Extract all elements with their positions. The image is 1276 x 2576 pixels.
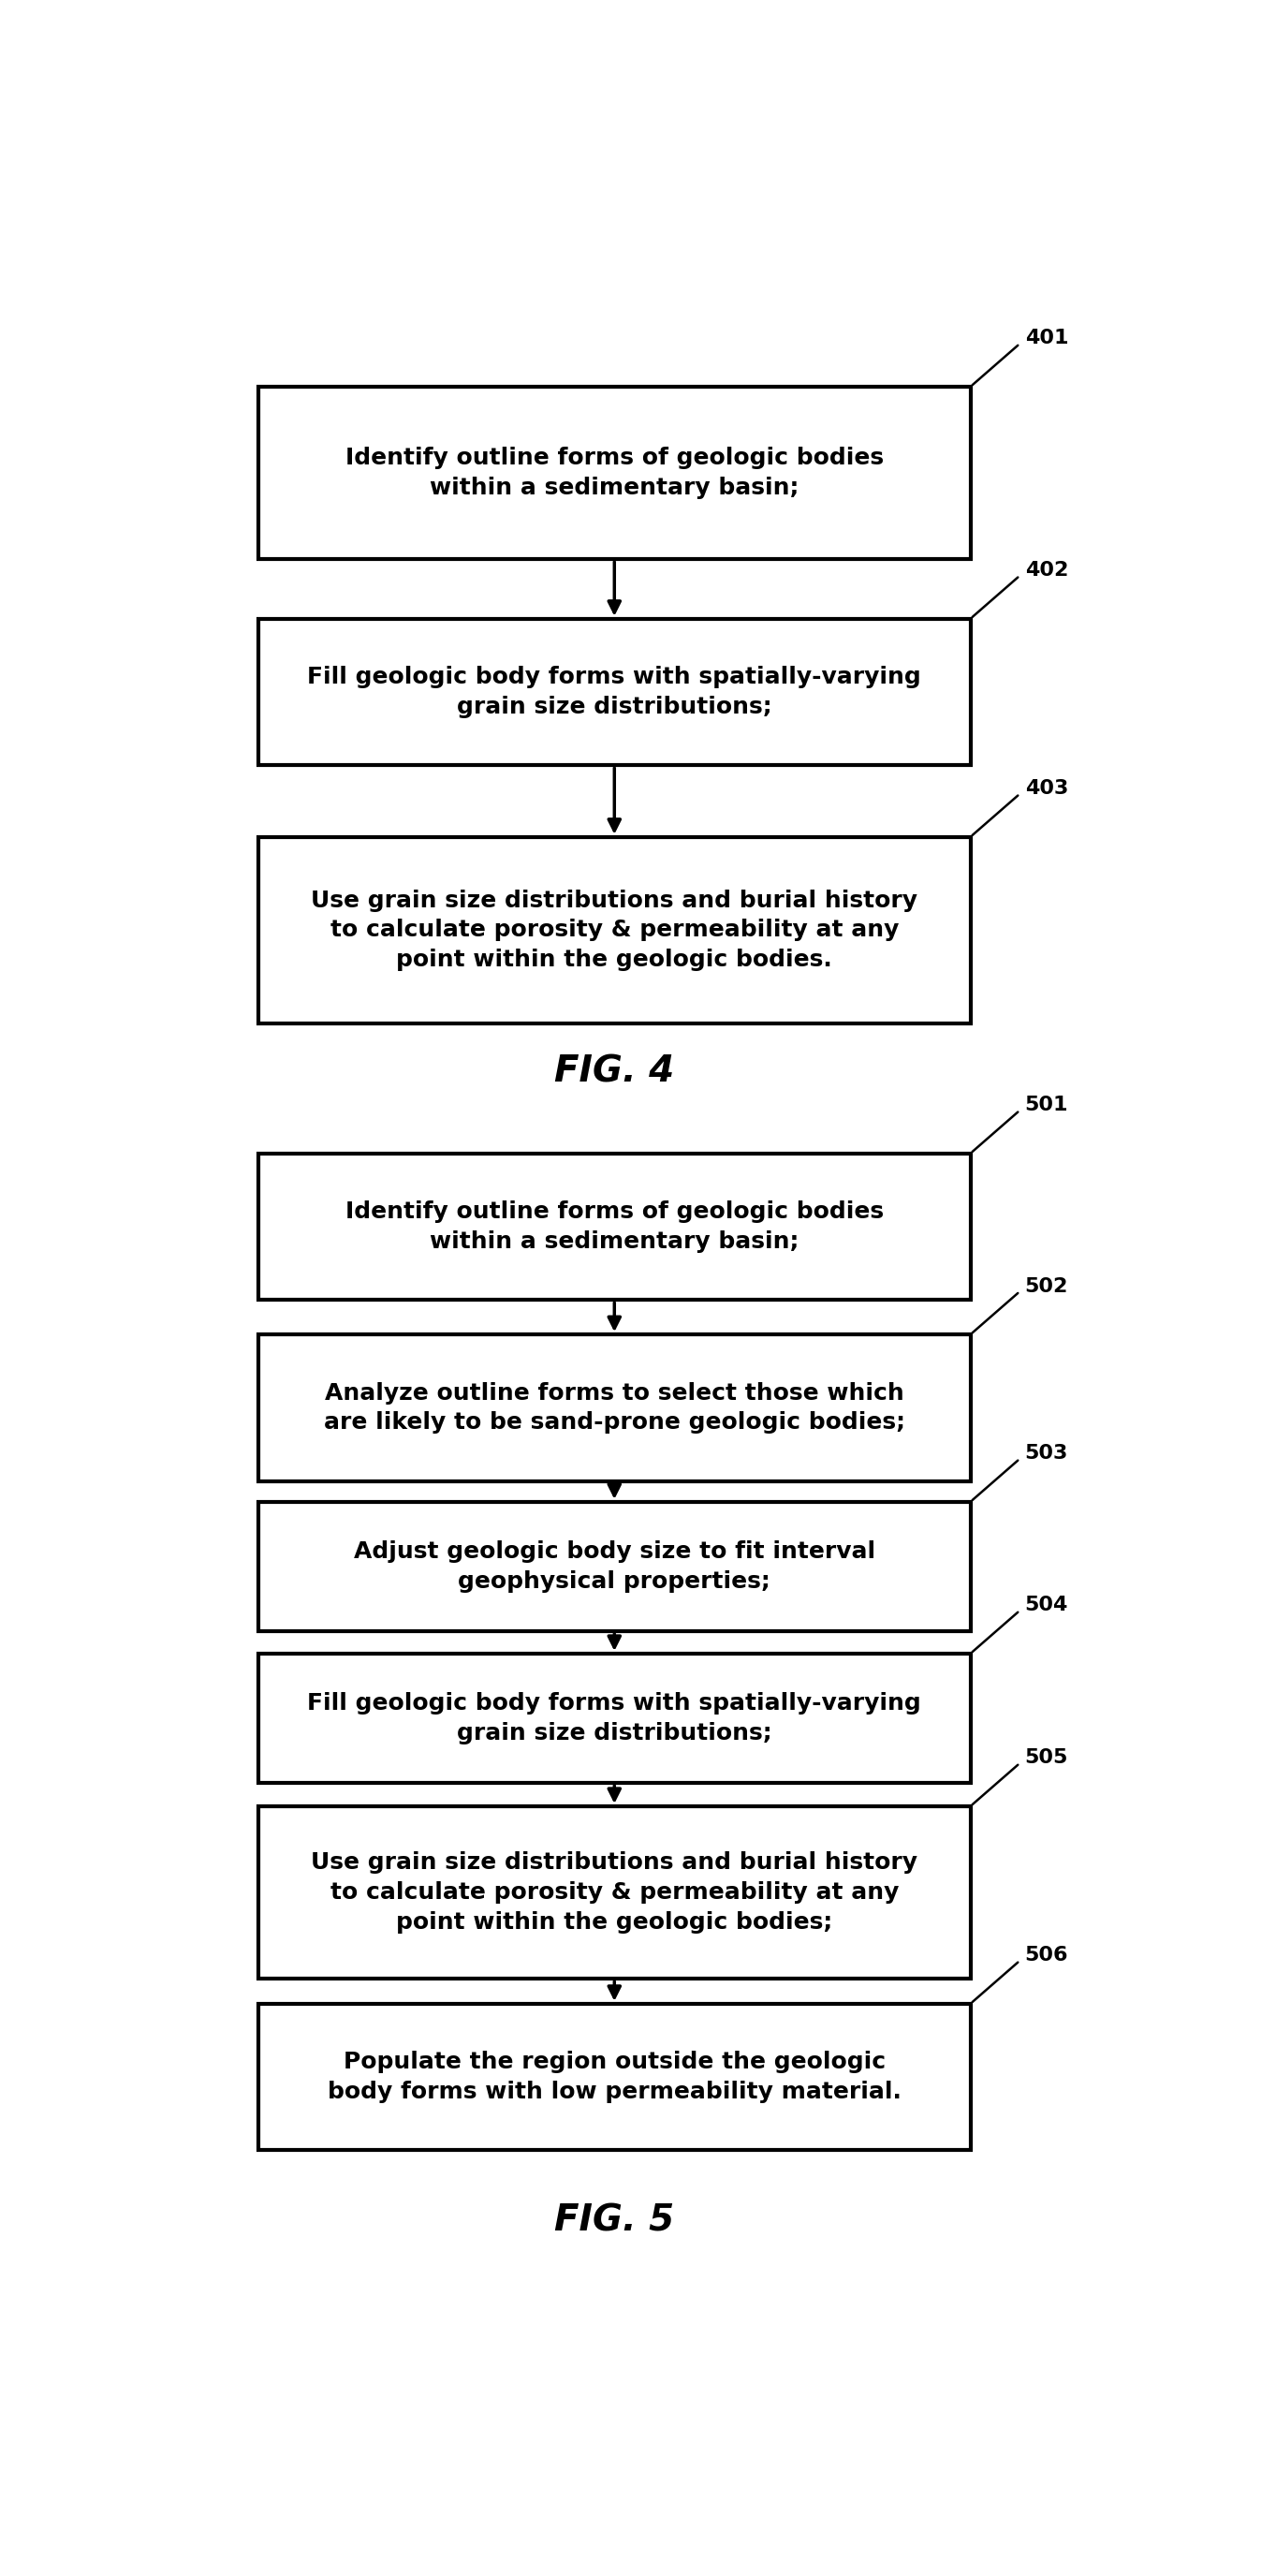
Text: 506: 506 bbox=[1025, 1945, 1068, 1965]
Text: Populate the region outside the geologic
body forms with low permeability materi: Populate the region outside the geologic… bbox=[328, 2050, 901, 2102]
Text: 503: 503 bbox=[1025, 1445, 1068, 1463]
Text: 505: 505 bbox=[1025, 1749, 1068, 1767]
FancyBboxPatch shape bbox=[259, 837, 971, 1023]
Text: 504: 504 bbox=[1025, 1597, 1068, 1615]
Text: Use grain size distributions and burial history
to calculate porosity & permeabi: Use grain size distributions and burial … bbox=[311, 1852, 917, 1935]
FancyBboxPatch shape bbox=[259, 1502, 971, 1631]
Text: Adjust geologic body size to fit interval
geophysical properties;: Adjust geologic body size to fit interva… bbox=[353, 1540, 875, 1592]
FancyBboxPatch shape bbox=[259, 1334, 971, 1481]
FancyBboxPatch shape bbox=[259, 2004, 971, 2151]
Text: 502: 502 bbox=[1025, 1278, 1068, 1296]
Text: FIG. 5: FIG. 5 bbox=[554, 2202, 675, 2239]
Text: FIG. 4: FIG. 4 bbox=[554, 1054, 675, 1090]
Text: Analyze outline forms to select those which
are likely to be sand-prone geologic: Analyze outline forms to select those wh… bbox=[324, 1381, 905, 1435]
Text: Fill geologic body forms with spatially-varying
grain size distributions;: Fill geologic body forms with spatially-… bbox=[308, 1692, 921, 1744]
FancyBboxPatch shape bbox=[259, 1654, 971, 1783]
Text: Identify outline forms of geologic bodies
within a sedimentary basin;: Identify outline forms of geologic bodie… bbox=[346, 1200, 883, 1252]
FancyBboxPatch shape bbox=[259, 1806, 971, 1978]
Text: 402: 402 bbox=[1025, 562, 1068, 580]
Text: 501: 501 bbox=[1025, 1095, 1068, 1115]
Text: 403: 403 bbox=[1025, 781, 1068, 799]
Text: Identify outline forms of geologic bodies
within a sedimentary basin;: Identify outline forms of geologic bodie… bbox=[346, 448, 883, 500]
FancyBboxPatch shape bbox=[259, 386, 971, 559]
FancyBboxPatch shape bbox=[259, 1154, 971, 1301]
Text: Use grain size distributions and burial history
to calculate porosity & permeabi: Use grain size distributions and burial … bbox=[311, 889, 917, 971]
FancyBboxPatch shape bbox=[259, 618, 971, 765]
Text: Fill geologic body forms with spatially-varying
grain size distributions;: Fill geologic body forms with spatially-… bbox=[308, 667, 921, 719]
Text: 401: 401 bbox=[1025, 330, 1068, 348]
